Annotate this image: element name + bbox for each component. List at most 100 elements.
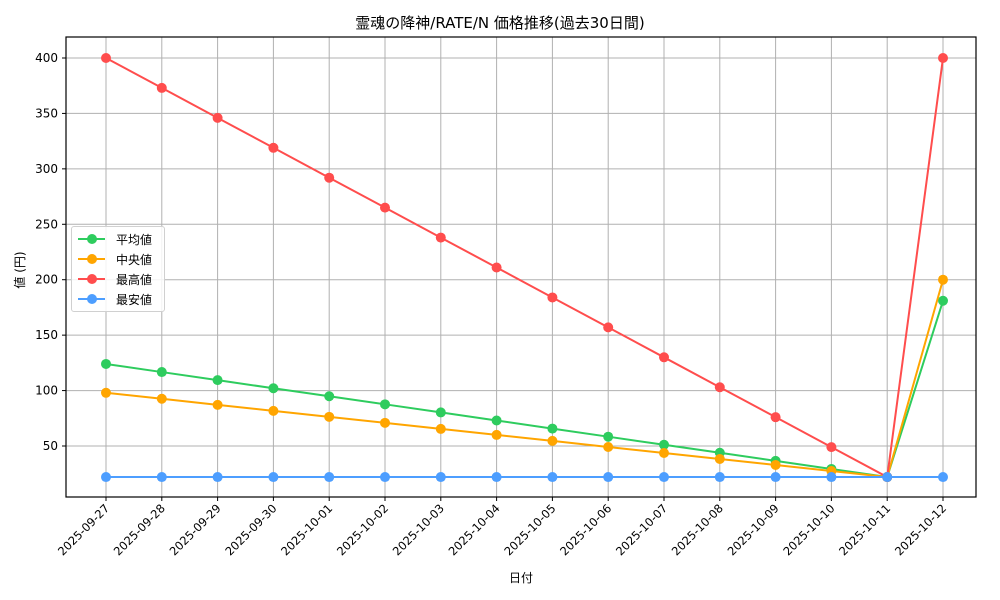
data-point [212, 375, 223, 386]
data-point [938, 274, 948, 285]
data-point [156, 82, 167, 93]
svg-text:2025-10-03: 2025-10-03 [390, 501, 447, 558]
x-axis-label: 日付 [509, 571, 533, 585]
data-point [268, 142, 279, 153]
data-point [491, 262, 502, 273]
data-point [101, 358, 111, 369]
svg-text:2025-10-12: 2025-10-12 [892, 501, 949, 558]
data-point [714, 453, 725, 464]
svg-text:2025-10-11: 2025-10-11 [836, 501, 893, 558]
data-point [491, 429, 502, 440]
legend-item-median: 中央値 [78, 249, 162, 269]
data-point [491, 415, 502, 426]
data-point [101, 52, 111, 63]
legend-item-max: 最高値 [78, 269, 162, 289]
data-point [435, 472, 446, 483]
data-point [212, 112, 223, 123]
legend-marker-icon [87, 254, 97, 264]
data-point [324, 472, 335, 483]
data-point [324, 391, 335, 402]
legend-marker-icon [87, 294, 97, 304]
plot-frame [65, 36, 977, 498]
data-point [770, 472, 781, 483]
data-point [268, 472, 279, 483]
series-line [101, 472, 948, 483]
data-point [212, 472, 223, 483]
svg-text:2025-10-02: 2025-10-02 [334, 501, 391, 558]
y-axis-label: 値 (円) [12, 251, 27, 288]
svg-text:2025-09-28: 2025-09-28 [111, 501, 168, 558]
data-point [659, 352, 669, 363]
data-point [938, 295, 948, 306]
data-point [101, 472, 111, 483]
data-point [714, 382, 725, 393]
data-point [826, 472, 837, 483]
data-point [882, 472, 893, 483]
data-point [101, 387, 111, 398]
data-point [156, 393, 167, 404]
series-line [101, 274, 948, 483]
data-point [156, 472, 167, 483]
data-point [603, 472, 614, 483]
data-point [714, 472, 725, 483]
data-point [324, 172, 335, 183]
data-point [380, 202, 390, 213]
grid [66, 37, 976, 497]
svg-text:150: 150 [35, 328, 58, 342]
svg-text:2025-10-10: 2025-10-10 [780, 501, 837, 558]
x-axis: 2025-09-272025-09-282025-09-292025-09-30… [55, 497, 949, 585]
data-point [547, 423, 558, 434]
svg-text:350: 350 [35, 106, 58, 120]
data-point [324, 411, 335, 422]
chart-title: 霊魂の降神/RATE/N 価格推移(過去30日間) [355, 14, 645, 32]
svg-text:200: 200 [35, 273, 58, 287]
svg-text:50: 50 [43, 439, 58, 453]
svg-text:2025-10-09: 2025-10-09 [725, 501, 782, 558]
data-point [380, 399, 390, 410]
y-axis: 50 100 150 200 250 300 350 400 値 (円) [12, 51, 66, 453]
legend-marker-icon [87, 234, 97, 244]
data-point [156, 367, 167, 378]
data-point [547, 292, 558, 303]
series-line [101, 52, 948, 483]
svg-text:2025-09-29: 2025-09-29 [167, 501, 224, 558]
data-point [659, 447, 669, 458]
data-point [770, 459, 781, 470]
svg-text:100: 100 [35, 384, 58, 398]
legend-item-min: 最安値 [78, 289, 162, 309]
data-point [603, 441, 614, 452]
svg-text:2025-09-27: 2025-09-27 [55, 501, 112, 558]
data-point [770, 412, 781, 423]
svg-text:400: 400 [35, 51, 58, 65]
svg-text:2025-10-06: 2025-10-06 [557, 501, 614, 558]
data-point [435, 423, 446, 434]
legend-marker-icon [87, 274, 97, 284]
svg-text:250: 250 [35, 217, 58, 231]
legend-label: 最安値 [116, 293, 153, 307]
legend-item-average: 平均値 [78, 229, 162, 249]
data-point [826, 442, 837, 453]
legend-label: 中央値 [116, 253, 153, 267]
data-point [659, 472, 669, 483]
data-point [603, 322, 614, 333]
data-point [547, 472, 558, 483]
svg-text:2025-10-07: 2025-10-07 [613, 501, 670, 558]
data-point [435, 232, 446, 243]
svg-text:2025-10-08: 2025-10-08 [669, 501, 726, 558]
svg-text:2025-09-30: 2025-09-30 [222, 501, 279, 558]
svg-text:2025-10-01: 2025-10-01 [278, 501, 335, 558]
chart-legend: 平均値 中央値 最高値 最安値 [71, 226, 165, 312]
data-point [212, 399, 223, 410]
data-point [547, 435, 558, 446]
data-point [380, 472, 390, 483]
data-point [938, 52, 948, 63]
data-point [659, 439, 669, 450]
data-point [380, 417, 390, 428]
data-point [435, 407, 446, 418]
svg-text:300: 300 [35, 162, 58, 176]
legend-label: 平均値 [116, 233, 153, 247]
svg-text:2025-10-05: 2025-10-05 [501, 501, 558, 558]
data-point [268, 383, 279, 394]
data-point [491, 472, 502, 483]
